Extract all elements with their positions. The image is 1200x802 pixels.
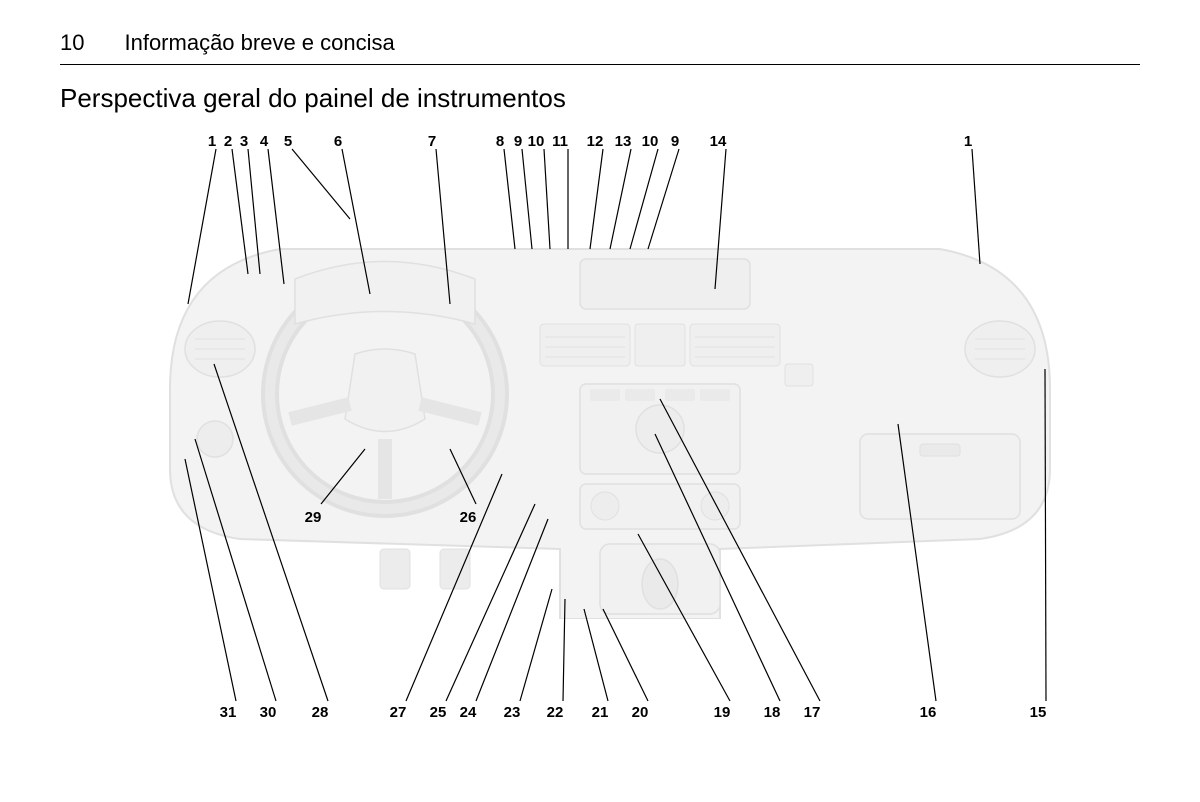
page-number: 10 (60, 30, 84, 56)
callout-label-top-15: 14 (706, 133, 730, 150)
callout-label-bottom-0: 31 (216, 704, 240, 721)
callout-label-top-3: 4 (252, 133, 276, 150)
callout-label-bottom-13: 16 (916, 704, 940, 721)
page-header: 10 Informação breve e concisa (60, 30, 1140, 56)
callout-label-top-13: 10 (638, 133, 662, 150)
callout-label-bottom-1: 30 (256, 704, 280, 721)
callout-label-bottom-2: 28 (308, 704, 332, 721)
callout-label-top-4: 5 (276, 133, 300, 150)
callout-label-top-9: 10 (524, 133, 548, 150)
section-heading: Perspectiva geral do painel de instrumen… (60, 83, 1140, 114)
callout-label-top-5: 6 (326, 133, 350, 150)
callout-label-top-11: 12 (583, 133, 607, 150)
callout-label-bottom-4: 25 (426, 704, 450, 721)
header-divider (60, 64, 1140, 65)
chapter-title: Informação breve e concisa (124, 30, 394, 56)
callout-label-top-16: 1 (956, 133, 980, 150)
callout-label-mid-0: 29 (301, 509, 325, 526)
callout-label-bottom-14: 15 (1026, 704, 1050, 721)
callout-label-bottom-5: 24 (456, 704, 480, 721)
page: 10 Informação breve e concisa Perspectiv… (0, 0, 1200, 802)
callout-label-bottom-12: 17 (800, 704, 824, 721)
callout-label-top-14: 9 (663, 133, 687, 150)
callout-label-top-6: 7 (420, 133, 444, 150)
callout-label-bottom-7: 22 (543, 704, 567, 721)
callout-label-bottom-8: 21 (588, 704, 612, 721)
callout-label-mid-1: 26 (456, 509, 480, 526)
callout-label-bottom-11: 18 (760, 704, 784, 721)
callout-label-bottom-9: 20 (628, 704, 652, 721)
callout-label-top-12: 13 (611, 133, 635, 150)
callout-label-top-10: 11 (548, 133, 572, 150)
leader-lines (60, 129, 1140, 749)
instrument-panel-diagram: 1234567891011121310914129263130282725242… (60, 129, 1140, 749)
callout-label-bottom-3: 27 (386, 704, 410, 721)
callout-label-bottom-10: 19 (710, 704, 734, 721)
callout-label-bottom-6: 23 (500, 704, 524, 721)
